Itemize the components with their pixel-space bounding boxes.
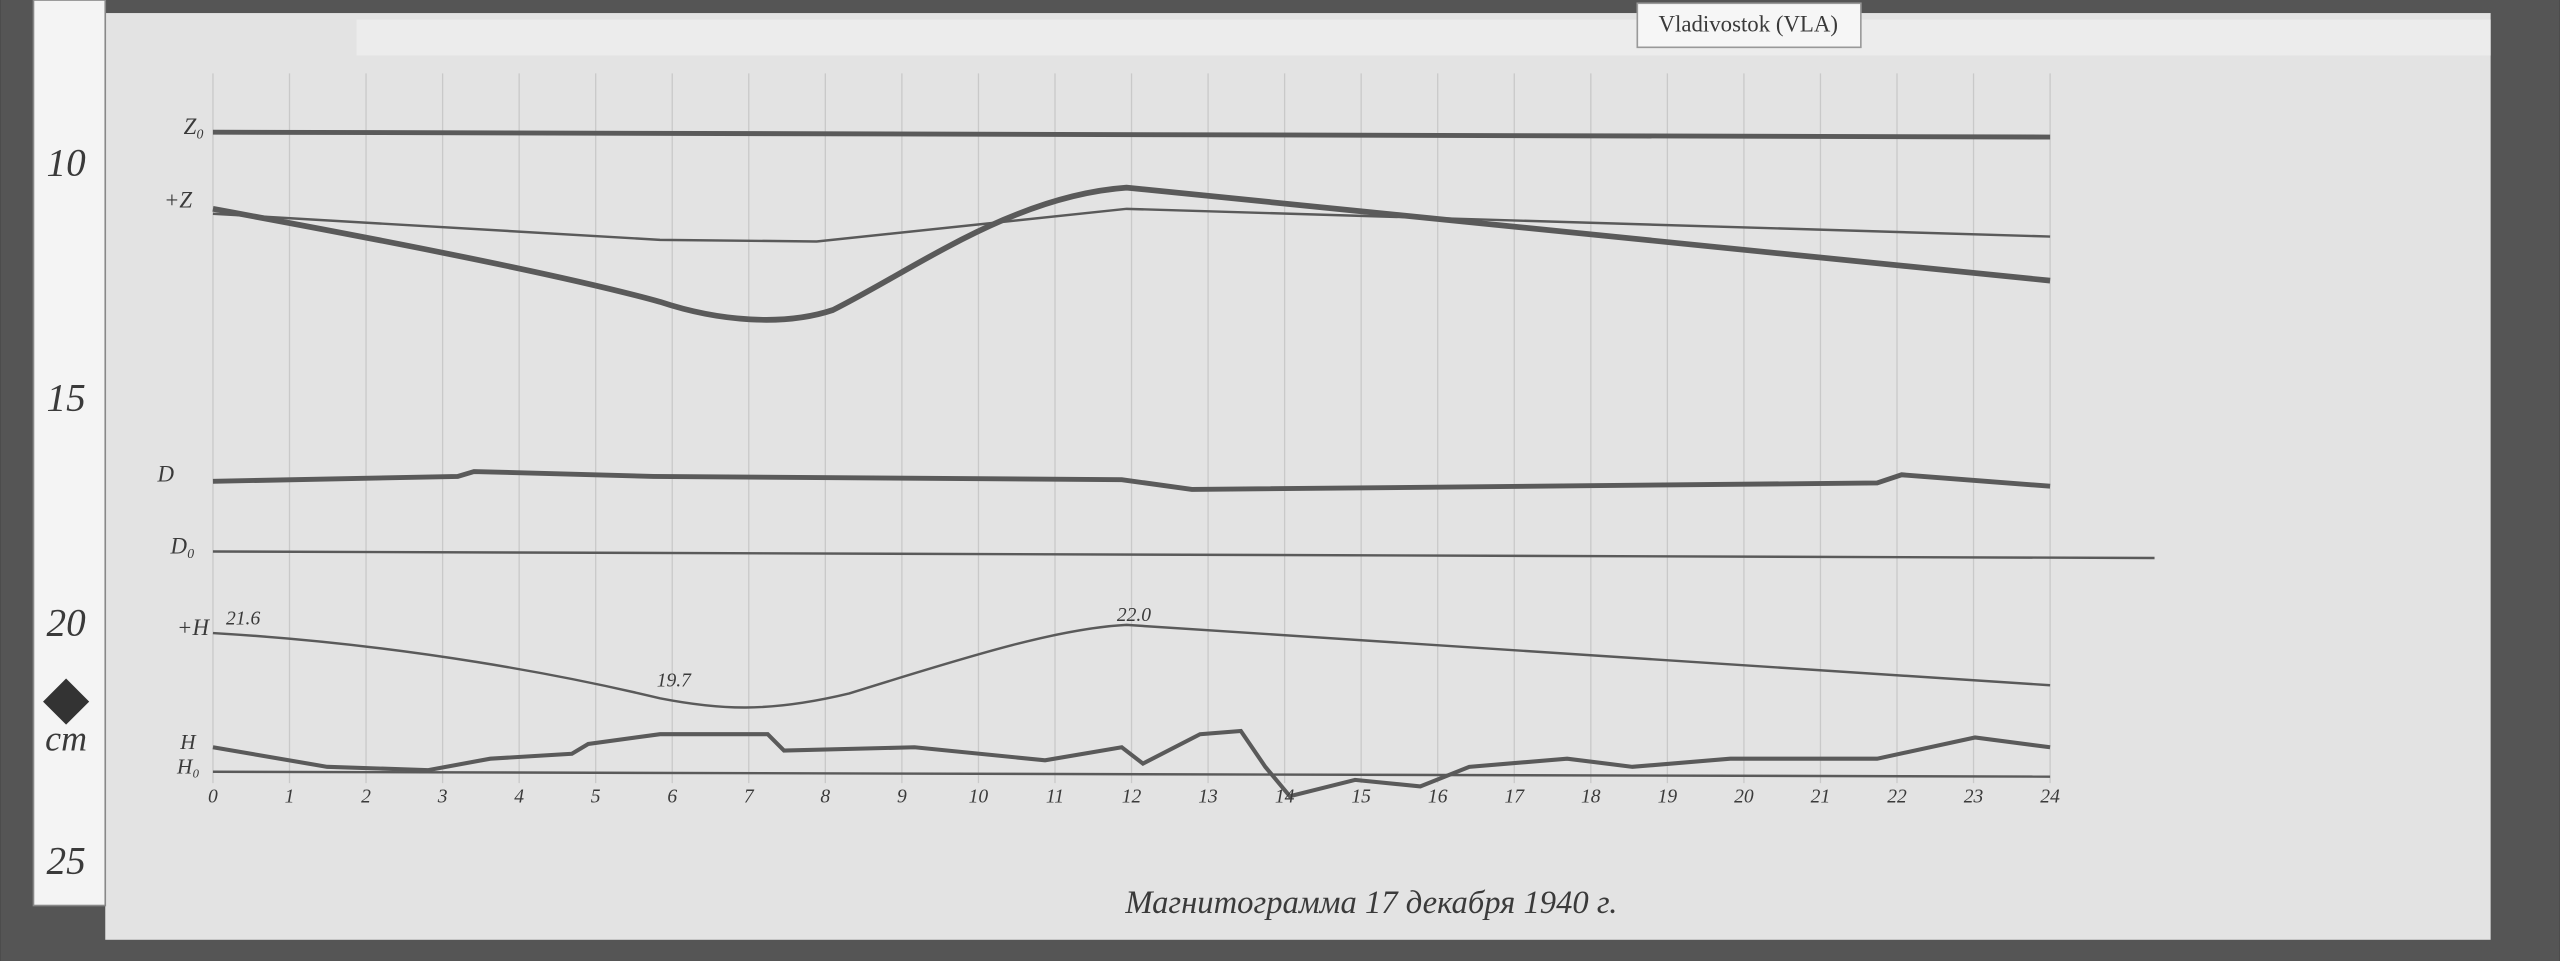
hour-label: 3 <box>437 786 448 807</box>
traces <box>212 129 2155 799</box>
hour-label: 0 <box>208 786 218 807</box>
hour-label: 23 <box>1964 786 1984 807</box>
ruler-mark: 10 <box>47 141 87 184</box>
hour-label: 19 <box>1658 786 1678 807</box>
hour-label: 15 <box>1351 786 1371 807</box>
d-trace <box>212 469 2051 492</box>
ruler-mark: 15 <box>47 376 86 419</box>
trace-label: +Z <box>164 188 192 213</box>
annotation: 22.0 <box>1117 605 1151 626</box>
hour-label: 10 <box>969 786 989 807</box>
hour-label: 8 <box>820 786 830 807</box>
paper <box>105 13 2491 940</box>
trace-label: D <box>156 462 174 487</box>
trace-label: D₀ <box>170 533 195 558</box>
hour-label: 4 <box>514 786 524 807</box>
hour-label: 7 <box>744 786 755 807</box>
hour-label: 17 <box>1504 786 1525 807</box>
hour-label: 5 <box>591 786 601 807</box>
hour-label: 1 <box>285 786 295 807</box>
z-trace <box>212 184 2051 323</box>
trace-label: +H <box>177 615 210 640</box>
hour-label: 13 <box>1198 786 1218 807</box>
hour-label: 14 <box>1275 786 1295 807</box>
hour-label: 24 <box>2040 786 2060 807</box>
hour-label: 21 <box>1811 786 1831 807</box>
caption: Магнитограмма 17 декабря 1940 г. <box>1124 885 1617 921</box>
d0-baseline <box>212 550 2155 560</box>
hour-label: 22 <box>1887 786 1907 807</box>
hour-label: 9 <box>897 786 907 807</box>
hour-label: 12 <box>1122 786 1142 807</box>
hour-label: 16 <box>1428 786 1448 807</box>
station-label: Vladivostok (VLA) <box>1659 11 1838 36</box>
ruler-mark: 25 <box>47 840 86 883</box>
annotation: 21.6 <box>226 608 260 629</box>
hour-label: 6 <box>667 786 677 807</box>
h0-baseline <box>212 770 2051 778</box>
station-label-box <box>1636 2 1862 49</box>
trace-label: H <box>179 730 197 754</box>
paper-strip <box>356 19 2491 56</box>
trace-label: Z₀ <box>184 114 205 139</box>
h-baseline <box>212 623 2051 709</box>
ruler <box>32 0 107 907</box>
hour-grid <box>212 73 2051 784</box>
hour-label: 2 <box>361 786 371 807</box>
ruler-unit: cm <box>45 719 87 759</box>
hour-label: 18 <box>1581 786 1601 807</box>
annotation: 19.7 <box>657 670 692 691</box>
h-trace <box>212 728 2051 799</box>
z0-baseline <box>212 129 2051 140</box>
hour-label: 20 <box>1734 786 1754 807</box>
trace-label: H₀ <box>176 754 200 778</box>
hour-label: 11 <box>1046 786 1064 807</box>
ruler-mark: 20 <box>47 602 87 645</box>
